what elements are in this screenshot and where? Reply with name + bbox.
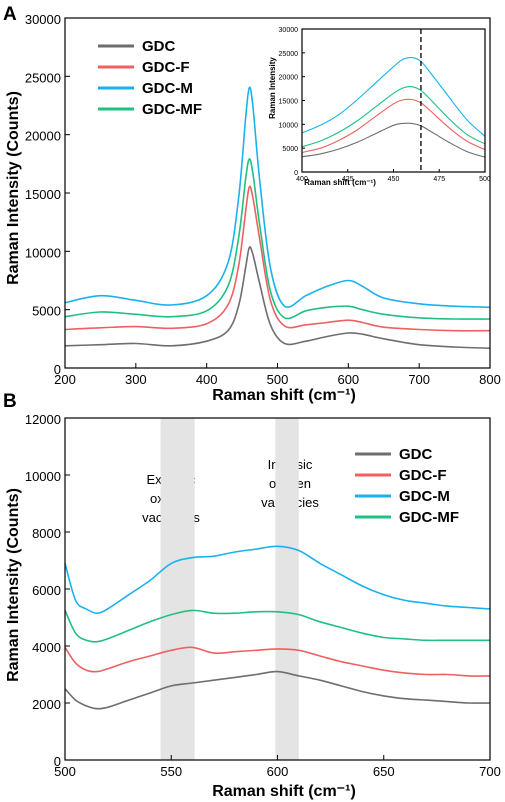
panel-a-xlabel: Raman shift (cm⁻¹) xyxy=(212,387,356,404)
legend-label-gdc-m: GDC-M xyxy=(142,80,193,97)
panel-label-b: B xyxy=(3,391,17,412)
y-tick-label: 10000 xyxy=(25,469,61,484)
y-tick-label: 12000 xyxy=(25,412,61,427)
x-tick-label: 600 xyxy=(267,764,289,779)
series-line-gdc xyxy=(301,122,486,158)
y-tick-label: 0 xyxy=(294,170,298,177)
y-tick-label: 0 xyxy=(54,362,61,377)
legend-panel-a: GDC GDC-F GDC-M GDC-MF xyxy=(98,38,202,118)
y-tick-label: 0 xyxy=(54,754,61,769)
chart-b: 500 550 600 650 700 0 2000 4000 6000 8000 10000 120… xyxy=(25,412,501,779)
series-line-gdc-f xyxy=(64,185,491,332)
y-tick-label: 4000 xyxy=(32,640,61,655)
legend-label-gdc-m: GDC-M xyxy=(399,488,450,505)
legend-label-gdc-mf: GDC-MF xyxy=(399,509,459,526)
legend-label-gdc-mf: GDC-MF xyxy=(142,101,202,118)
y-tick-label: 10000 xyxy=(25,245,61,260)
series-line-gdc-m xyxy=(64,545,491,614)
y-tick-label: 20000 xyxy=(25,129,61,144)
x-tick-label: 200 xyxy=(54,372,76,387)
x-tick-label: 400 xyxy=(296,176,308,183)
x-tick-label: 500 xyxy=(54,764,76,779)
series-line-gdc-mf xyxy=(301,86,486,148)
series-line-gdc xyxy=(64,670,491,710)
panel-b-xlabel: Raman shift (cm⁻¹) xyxy=(212,783,356,800)
legend-panel-b: GDC GDC-F GDC-M GDC-MF xyxy=(355,446,459,526)
series-line-gdc-m xyxy=(301,56,486,137)
x-tick-label: 600 xyxy=(337,372,359,387)
series-line-gdc-f xyxy=(64,646,491,677)
series-line-gdc-mf xyxy=(64,609,490,643)
shaded-band-1 xyxy=(160,418,195,760)
y-tick-label: 30000 xyxy=(279,27,299,34)
x-tick-label: 650 xyxy=(373,764,395,779)
chart-a: 200 300 400 500 600 700 8000500010000150002000… xyxy=(25,12,501,387)
x-tick-label: 700 xyxy=(479,764,501,779)
x-tick-label: 400 xyxy=(196,372,218,387)
x-tick-label: 450 xyxy=(388,176,400,183)
chart-layer: 200 300 400 500 600 700 8000500010000150002000… xyxy=(25,12,501,779)
x-tick-label: 475 xyxy=(433,176,445,183)
y-tick-label: 15000 xyxy=(25,187,61,202)
x-tick-label: 300 xyxy=(125,372,147,387)
y-tick-label: 5000 xyxy=(32,304,61,319)
y-tick-label: 2000 xyxy=(32,697,61,712)
x-tick-label: 700 xyxy=(408,372,430,387)
x-tick-label: 500 xyxy=(267,372,289,387)
series-line-gdc-mf xyxy=(64,158,491,320)
y-tick-label: 5000 xyxy=(282,146,298,153)
inset-background xyxy=(302,29,485,172)
chart-a-inset: 400 425 450 475 5000500010000150002000025000… xyxy=(279,27,491,183)
y-tick-label: 10000 xyxy=(279,122,299,129)
panel-b-ylabel: Raman Intensity (Counts) xyxy=(5,488,22,682)
legend-label-gdc-f: GDC-F xyxy=(142,59,190,76)
y-tick-label: 25000 xyxy=(25,70,61,85)
y-tick-label: 30000 xyxy=(25,12,61,27)
legend-label-gdc: GDC xyxy=(399,446,433,463)
x-tick-label: 500 xyxy=(479,176,491,183)
panel-label-a: A xyxy=(3,4,17,25)
y-tick-label: 15000 xyxy=(279,99,299,106)
series-line-gdc xyxy=(64,246,491,349)
legend-label-gdc: GDC xyxy=(142,38,176,55)
inset-ylabel: Raman Intensity xyxy=(268,57,277,119)
x-tick-label: 800 xyxy=(479,372,501,387)
y-tick-label: 20000 xyxy=(279,75,299,82)
legend-label-gdc-f: GDC-F xyxy=(399,467,447,484)
x-tick-label: 425 xyxy=(342,176,354,183)
x-tick-label: 550 xyxy=(160,764,182,779)
series-line-gdc-f xyxy=(301,98,486,154)
y-tick-label: 6000 xyxy=(32,583,61,598)
y-tick-label: 8000 xyxy=(32,526,61,541)
panel-a-ylabel: Raman Intensity (Counts) xyxy=(5,91,22,285)
series-line-gdc-m xyxy=(64,86,491,309)
y-tick-label: 25000 xyxy=(279,51,299,58)
shaded-band-2 xyxy=(275,418,299,760)
inset-xlabel: Raman shift (cm⁻¹) xyxy=(304,178,376,187)
